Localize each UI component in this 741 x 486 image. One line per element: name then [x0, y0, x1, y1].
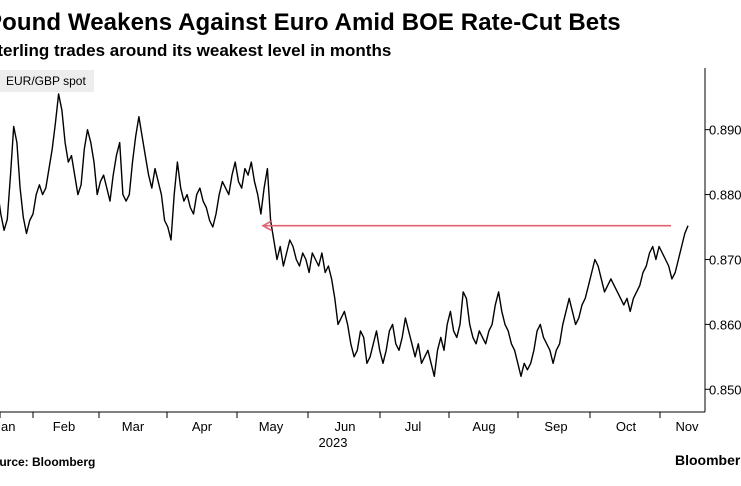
x-tick-label: Apr: [192, 419, 213, 434]
chart-subtitle: Sterling trades around its weakest level…: [0, 41, 392, 60]
x-year-label: 2023: [319, 435, 348, 450]
x-tick-label: Feb: [53, 419, 75, 434]
annotation-arrow-head: [261, 220, 273, 232]
legend: EUR/GBP spot: [0, 70, 94, 92]
x-tick-label: Nov: [675, 419, 699, 434]
x-tick-label: Jun: [335, 419, 356, 434]
y-tick-label: 0.890: [709, 123, 741, 138]
series-line-eurgbp: [0, 93, 689, 377]
annotations: [261, 220, 671, 232]
y-tick-label: 0.850: [709, 382, 741, 397]
y-tick-label: 0.880: [709, 188, 741, 203]
y-tick-label: 0.870: [709, 252, 741, 267]
brand-logo: Bloomberg: [675, 452, 741, 468]
x-tick-label: Oct: [616, 419, 637, 434]
chart-title: Pound Weakens Against Euro Amid BOE Rate…: [0, 9, 621, 36]
x-tick-label: Mar: [122, 419, 145, 434]
axes: 0.850 0.860 0.870 0.880 0.890 Jan Feb Mar Apr May…: [0, 68, 741, 450]
x-tick-label: Sep: [544, 419, 567, 434]
x-tick-label: May: [259, 419, 284, 434]
x-tick-label: Aug: [472, 419, 495, 434]
x-tick-label: Jan: [0, 419, 15, 434]
x-tick-label: Jul: [405, 419, 422, 434]
y-tick-label: 0.860: [709, 317, 741, 332]
source-note: Source: Bloomberg: [0, 455, 96, 469]
legend-label: EUR/GBP spot: [6, 74, 86, 88]
series: [0, 93, 689, 377]
